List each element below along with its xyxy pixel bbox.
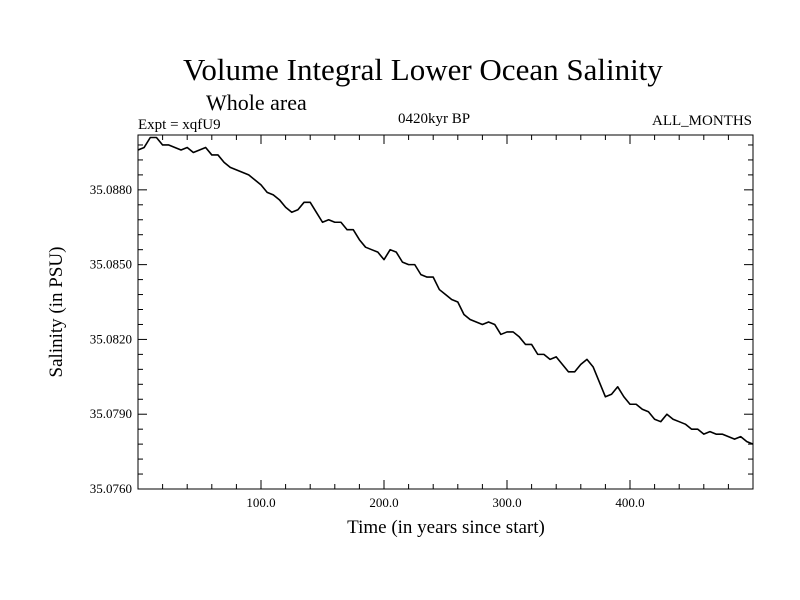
experiment-label: Expt = xqfU9: [138, 117, 221, 133]
y-axis-label: Salinity (in PSU): [46, 247, 67, 378]
x-axis-label: Time (in years since start): [347, 517, 545, 538]
x-tick-label: 300.0: [492, 495, 521, 510]
months-label: ALL_MONTHS: [652, 113, 752, 129]
chart-subtitle: Whole area: [206, 90, 307, 115]
salinity-series-line: [137, 136, 754, 445]
x-tick-label: 200.0: [369, 495, 398, 510]
period-label: 0420kyr BP: [398, 111, 471, 127]
y-tick-label: 35.0880: [90, 182, 132, 197]
y-tick-label: 35.0820: [90, 331, 132, 346]
y-tick-label: 35.0850: [90, 257, 132, 272]
chart-title: Volume Integral Lower Ocean Salinity: [183, 52, 663, 87]
x-tick-label: 100.0: [246, 495, 275, 510]
plot-frame: [137, 134, 754, 490]
y-tick-label: 35.0790: [90, 406, 132, 421]
x-tick-label: 400.0: [615, 495, 644, 510]
y-tick-label: 35.0760: [90, 481, 132, 496]
